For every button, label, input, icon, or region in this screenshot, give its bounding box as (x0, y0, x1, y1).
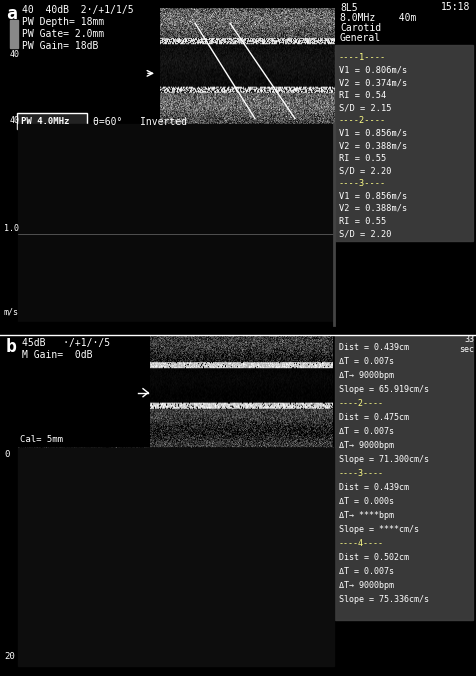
Text: b: b (6, 337, 17, 356)
Text: PW Depth= 18mm: PW Depth= 18mm (22, 17, 104, 27)
Text: Dist = 0.439cm: Dist = 0.439cm (339, 343, 409, 352)
Text: ΔT→ 9000bpm: ΔT→ 9000bpm (339, 370, 394, 380)
Text: ----2----: ----2---- (339, 116, 386, 125)
Text: 45dB   ·/+1/·/5: 45dB ·/+1/·/5 (22, 337, 110, 347)
Text: Dist = 0.502cm: Dist = 0.502cm (339, 553, 409, 562)
Text: θ=60°   Inverted: θ=60° Inverted (93, 116, 187, 126)
Text: V2 = 0.374m/s: V2 = 0.374m/s (339, 78, 407, 87)
Text: a: a (6, 5, 17, 23)
Text: ----4----: ----4---- (339, 539, 384, 548)
Text: General: General (340, 33, 381, 43)
Bar (335, 45, 473, 241)
Text: ΔT = 0.007s: ΔT = 0.007s (339, 427, 394, 436)
Text: S/D = 2.20: S/D = 2.20 (339, 229, 391, 238)
Text: RI = 0.55: RI = 0.55 (339, 216, 386, 226)
Text: Slope = ****cm/s: Slope = ****cm/s (339, 525, 419, 534)
Text: 8.0MHz    40m: 8.0MHz 40m (340, 13, 416, 23)
Text: RI = 0.55: RI = 0.55 (339, 153, 386, 163)
Text: 40: 40 (10, 116, 20, 124)
Text: 8L5: 8L5 (340, 3, 357, 13)
Text: V1 = 0.806m/s: V1 = 0.806m/s (339, 66, 407, 75)
Text: 40: 40 (10, 50, 20, 59)
Text: 20: 20 (4, 652, 15, 661)
Text: PW Gate= 2.0mm: PW Gate= 2.0mm (22, 29, 104, 39)
Text: V1 = 0.856m/s: V1 = 0.856m/s (339, 191, 407, 200)
Text: 15:18: 15:18 (441, 2, 470, 12)
Text: S/D = 2.15: S/D = 2.15 (339, 103, 391, 112)
Text: Dist = 0.439cm: Dist = 0.439cm (339, 483, 409, 491)
Text: Slope = 71.300cm/s: Slope = 71.300cm/s (339, 455, 429, 464)
Text: ----3----: ----3---- (339, 468, 384, 478)
Text: ΔT→ ****bpm: ΔT→ ****bpm (339, 511, 394, 520)
Text: Dist = 0.475cm: Dist = 0.475cm (339, 413, 409, 422)
Bar (18, 322, 476, 329)
Bar (10, 20, 18, 48)
Text: ΔT = 0.000s: ΔT = 0.000s (339, 497, 394, 506)
Text: Slope = 65.919cm/s: Slope = 65.919cm/s (339, 385, 429, 393)
Text: 33
sec: 33 sec (459, 335, 474, 354)
Text: 1.0: 1.0 (4, 224, 19, 233)
Bar (18, 124, 334, 324)
Text: RI = 0.54: RI = 0.54 (339, 91, 386, 100)
Text: m/s: m/s (4, 308, 19, 316)
Text: PW 4.0MHz: PW 4.0MHz (21, 116, 69, 126)
FancyBboxPatch shape (17, 112, 87, 128)
Bar (18, 448, 334, 666)
Text: 40  40dB  2·/+1/1/5: 40 40dB 2·/+1/1/5 (22, 5, 134, 15)
Text: S/D = 2.20: S/D = 2.20 (339, 166, 391, 175)
Text: ----2----: ----2---- (339, 399, 384, 408)
Text: PW Gain= 18dB: PW Gain= 18dB (22, 41, 99, 51)
Text: Slope = 75.336cm/s: Slope = 75.336cm/s (339, 595, 429, 604)
Text: M Gain=  0dB: M Gain= 0dB (22, 349, 92, 360)
Text: ΔT = 0.007s: ΔT = 0.007s (339, 357, 394, 366)
Text: 0: 0 (4, 450, 10, 459)
Text: ----3----: ----3---- (339, 179, 386, 188)
Text: V1 = 0.856m/s: V1 = 0.856m/s (339, 128, 407, 138)
Text: Cal= 5mm: Cal= 5mm (20, 435, 63, 443)
Text: ΔT→ 9000bpm: ΔT→ 9000bpm (339, 581, 394, 590)
Text: ΔT→ 9000bpm: ΔT→ 9000bpm (339, 441, 394, 450)
Text: V2 = 0.388m/s: V2 = 0.388m/s (339, 204, 407, 213)
Text: ΔT = 0.007s: ΔT = 0.007s (339, 567, 394, 576)
Text: Carotid: Carotid (340, 23, 381, 33)
Text: V2 = 0.388m/s: V2 = 0.388m/s (339, 141, 407, 150)
Text: ----1----: ----1---- (339, 53, 386, 62)
Bar (335, 335, 473, 620)
